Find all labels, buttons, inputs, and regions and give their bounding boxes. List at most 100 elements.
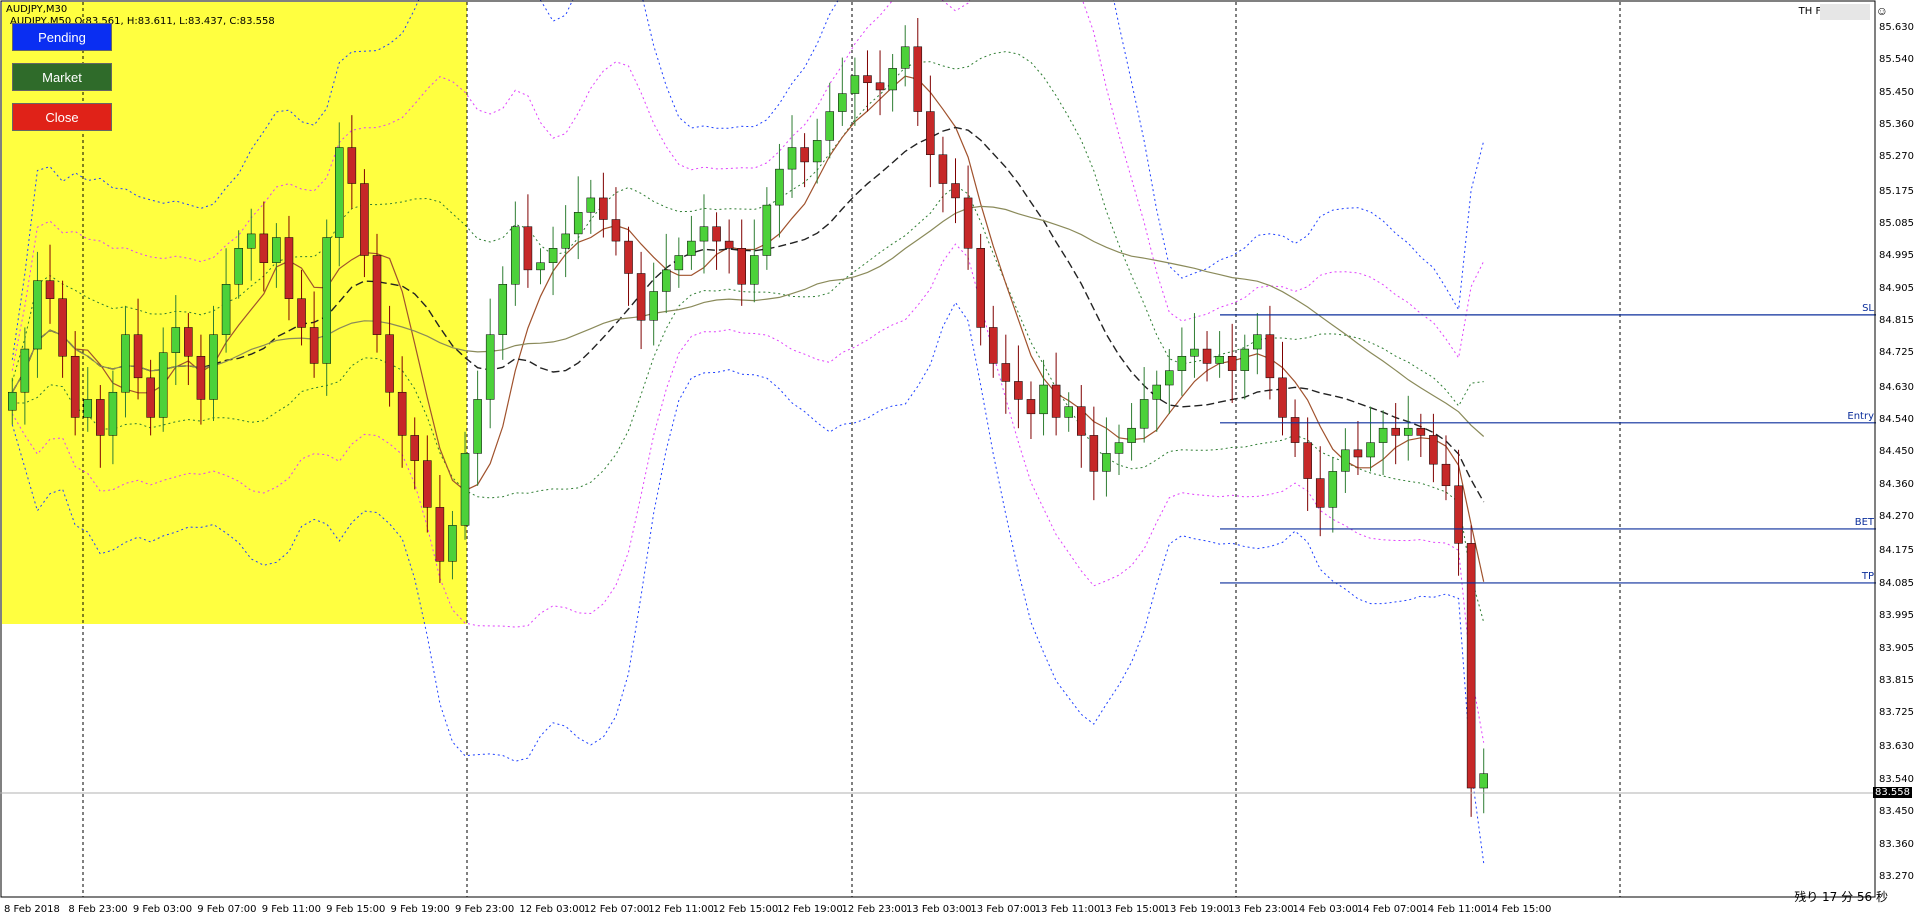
candle-body [133,334,143,379]
candle-body [171,327,181,353]
candle-body [1278,377,1287,418]
ma-fast-line [11,75,1485,582]
price-tick-label: 83.450 [1879,806,1914,818]
candle-body [586,197,596,213]
candle-body [1215,355,1224,364]
ma-mid-line [11,126,1485,503]
candle-body [83,399,93,418]
time-tick-label: 9 Feb 19:00 [390,904,450,915]
time-tick-label: 9 Feb 11:00 [261,904,321,915]
candle-body [523,226,533,271]
time-tick-label: 9 Feb 23:00 [454,904,515,915]
time-tick-label: 9 Feb 03:00 [132,904,193,915]
candle-body [284,237,294,299]
candle-body [1341,449,1350,472]
candle-body [45,280,55,299]
candle-body [1177,355,1187,371]
candle-body [1466,543,1476,789]
candle-body [1089,435,1099,472]
candle-body [259,233,269,263]
time-tick-label: 8 Feb 2018 [4,904,60,915]
candle-body [888,68,897,91]
candle-body [1479,773,1488,789]
candle-body [863,75,872,84]
candle-body [737,248,746,285]
price-tick-label: 85.270 [1879,151,1914,163]
candle-body [913,46,923,112]
candle-body [1127,427,1136,443]
ohlc-readout: AUDJPY,M50 O:83.561, H:83.611, L:83.437,… [10,16,275,27]
price-tick-label: 84.905 [1879,282,1914,294]
price-tick-label: 83.270 [1879,871,1914,882]
time-tick-label: 14 Feb 03:00 [1292,904,1359,915]
candle-body [511,226,520,285]
candle-body [875,82,885,91]
candle-body [674,255,684,271]
candle-body [850,75,860,94]
candle-body [221,284,231,335]
highlight-zone [2,2,467,624]
candle-body [70,355,80,418]
candle-body [775,168,784,206]
candle-body [1403,427,1413,436]
grid-lines [82,2,1621,897]
time-tick-label: 12 Feb 11:00 [648,904,714,915]
candle-body [1001,363,1011,382]
candle-body [1039,384,1048,415]
candle-body [448,525,457,562]
band-lower-line [12,185,1485,623]
time-tick-label: 14 Feb 15:00 [1485,904,1552,915]
candle-body [599,197,608,220]
candle-body [423,460,432,508]
candle-body [699,226,709,242]
candle-body [1102,453,1111,472]
candle-body [1290,417,1300,443]
candle-body [1265,334,1275,379]
candle-body [485,334,495,400]
candle-body [1139,399,1149,429]
price-tick-label: 85.630 [1879,21,1914,33]
level-tag-bet: BET [1854,516,1874,528]
current-price-badge: 83.558 [1873,787,1912,798]
candle-body [624,240,633,274]
ma-slow-line [11,205,1485,437]
price-tick-label: 84.815 [1879,315,1914,327]
close-button[interactable]: Close [12,103,112,131]
candle-body [146,377,155,418]
candle-body [636,273,646,321]
candle-body [234,248,243,285]
price-tick-label: 85.175 [1879,185,1914,197]
time-tick-label: 14 Feb 11:00 [1421,904,1487,915]
price-tick-label: 84.725 [1879,347,1914,359]
price-tick-label: 84.270 [1879,511,1914,523]
candle-body [687,240,696,256]
smile-icon: ☺ [1875,4,1888,18]
price-tick-label: 84.175 [1879,545,1914,557]
candle-body [196,355,206,400]
candle-body [938,154,948,184]
candle-body [1328,471,1338,508]
time-tick-label: 13 Feb 15:00 [1099,904,1165,915]
candle-body [536,262,545,271]
price-tick-label: 83.995 [1879,610,1914,622]
time-tick-label: 8 Feb 23:00 [68,904,128,915]
time-tick-label: 13 Feb 03:00 [905,904,972,915]
time-tick-label: 12 Feb 23:00 [841,904,908,915]
market-button[interactable]: Market [12,63,112,91]
time-tick-label: 13 Feb 23:00 [1228,904,1294,915]
candle-body [108,391,118,436]
candle-body [611,219,621,242]
pending-button[interactable]: Pending [12,23,112,51]
candle-body [1026,399,1036,415]
price-tick-label: 84.995 [1879,250,1914,262]
candle-body [1366,442,1375,458]
time-tick-label: 12 Feb 19:00 [777,904,843,915]
trade-levels[interactable] [1220,314,1876,584]
price-tick-label: 83.725 [1879,707,1914,719]
candle-body [750,255,759,285]
brand-label: TH FI M [1798,6,1836,17]
candle-body [1202,348,1212,364]
price-tick-label: 84.540 [1879,414,1914,425]
